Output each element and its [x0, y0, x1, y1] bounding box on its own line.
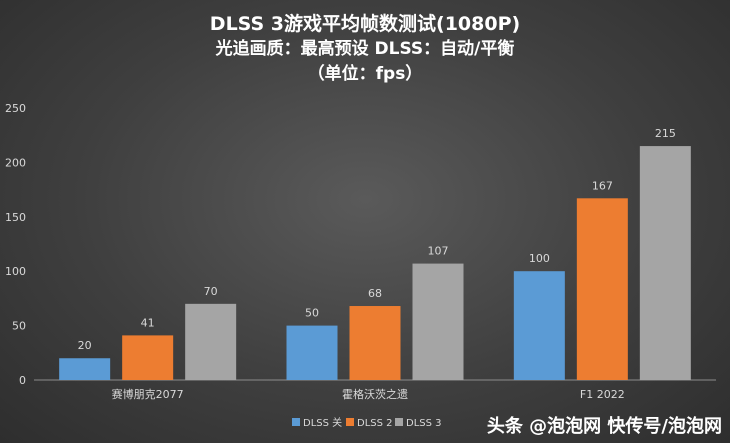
legend-swatch [346, 418, 354, 426]
y-ticks: 0 50 100 150 200 250 [5, 102, 26, 387]
bar-dlss-关-2 [513, 271, 565, 380]
category-label: 霍格沃茨之遗 [342, 387, 408, 401]
legend-swatch [292, 418, 300, 426]
y-tick-label: 0 [19, 374, 26, 387]
bar-dlss-2-2 [576, 198, 628, 380]
bar-dlss-2-0 [122, 335, 174, 380]
bar-dlss-3-1 [412, 263, 464, 380]
chart-title-line-2: 光追画质：最高预设 DLSS：自动/平衡 [215, 38, 515, 59]
y-tick-label: 200 [5, 156, 26, 169]
legend-label: DLSS 关 [303, 416, 342, 429]
data-label: 50 [305, 307, 319, 320]
bar-dlss-3-2 [639, 146, 691, 380]
bar-dlss-关-0 [59, 358, 111, 380]
legend: DLSS 关 DLSS 2 DLSS 3 [292, 416, 442, 429]
chart-title-line-3: （单位：fps） [308, 63, 423, 84]
data-label: 100 [529, 252, 550, 265]
y-tick-label: 250 [5, 102, 26, 115]
data-label: 70 [204, 285, 218, 298]
legend-label: DLSS 3 [406, 418, 442, 429]
bar-dlss-3-0 [185, 303, 237, 380]
data-label: 215 [655, 127, 676, 140]
category-labels: 赛博朋克2077 霍格沃茨之遗 F1 2022 [112, 387, 625, 401]
legend-label: DLSS 2 [357, 418, 393, 429]
bar-dlss-2-1 [349, 306, 401, 380]
bar-dlss-关-1 [286, 325, 338, 380]
y-tick-label: 100 [5, 265, 26, 278]
data-label: 41 [141, 316, 155, 329]
data-label: 20 [78, 339, 92, 352]
watermark: 头条 @泡泡网 快传号/泡泡网 [487, 415, 722, 437]
chart-title-line-1: DLSS 3游戏平均帧数测试(1080P) [210, 12, 520, 35]
watermark-text: 头条 @泡泡网 快传号/泡泡网 [487, 415, 722, 437]
legend-swatch [395, 418, 403, 426]
data-label: 107 [428, 245, 449, 258]
category-label: 赛博朋克2077 [112, 387, 184, 401]
data-labels: 20 41 70 50 68 107 100 167 215 [78, 127, 676, 352]
data-label: 167 [592, 179, 613, 192]
data-label: 68 [368, 287, 382, 300]
y-tick-label: 150 [5, 211, 26, 224]
bars [59, 146, 691, 380]
category-label: F1 2022 [580, 388, 625, 401]
y-tick-label: 50 [12, 320, 26, 333]
